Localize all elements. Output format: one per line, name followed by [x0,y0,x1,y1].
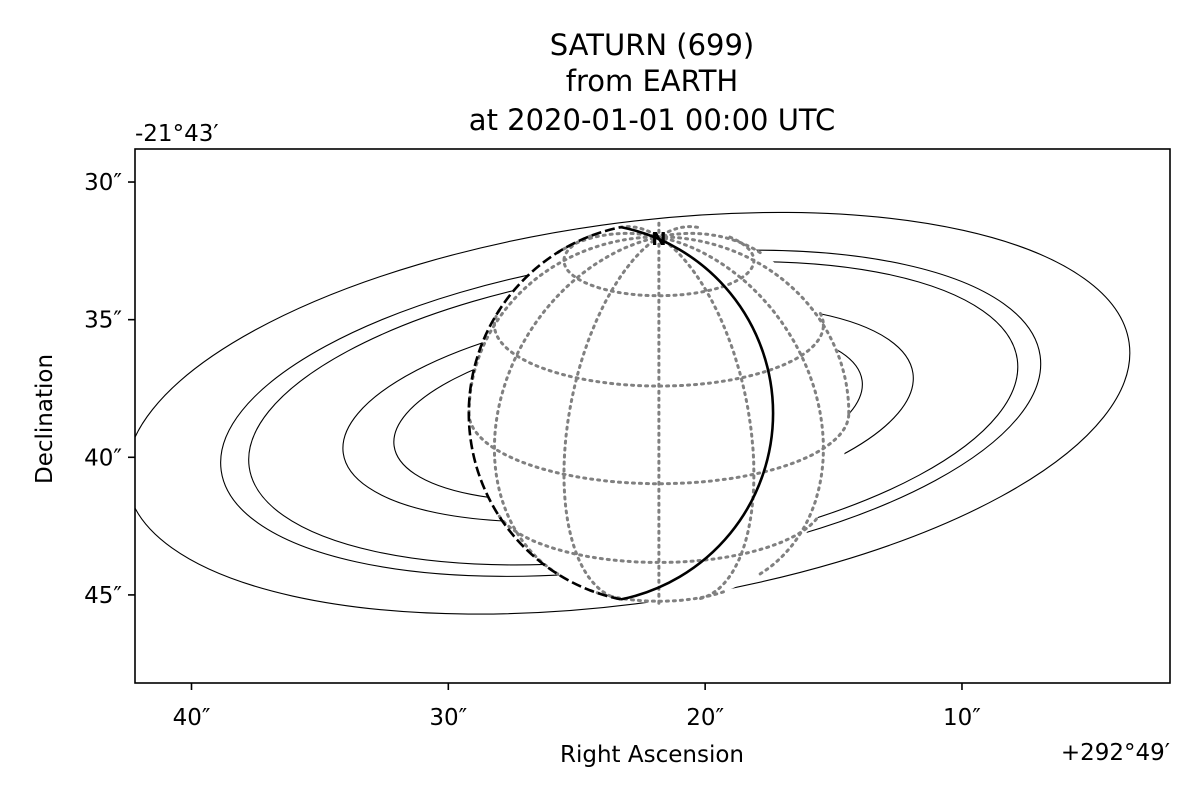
axes-frame [134,148,1171,684]
meridian-line [562,235,661,600]
y-tick-label: 45″ [84,583,122,609]
meridian-line [618,225,661,239]
meridian-line [657,235,825,576]
x-tick-label: 30″ [429,705,467,731]
north-pole-label: N [651,229,666,250]
title-line-2: from EARTH [566,64,738,98]
x-tick-label: 40″ [173,705,211,731]
chart-title: SATURN (699) from EARTH at 2020-01-01 00… [469,28,835,137]
x-axis-label: Right Ascension [560,742,744,768]
y-tick-label: 40″ [84,445,122,471]
limb-terminator [467,225,622,601]
meridian-line [492,235,661,576]
meridian-line [657,235,851,415]
meridian-line [467,235,661,415]
plot-area: N [135,211,1131,615]
x-tick-label: 10″ [943,705,981,731]
plot-content [135,211,1131,615]
axis-ticks: 40″ 30″ 20″ 10″ 30″ 35″ 40″ 45″ [84,170,981,731]
x-offset-label: +292°49′ [1061,740,1170,766]
limb-lit [620,225,775,601]
meridian-line [657,231,762,255]
planet-limb [467,225,775,601]
y-tick-label: 30″ [84,170,122,196]
meridian-line [657,225,699,239]
title-line-1: SATURN (699) [550,28,755,62]
x-tick-label: 20″ [686,705,724,731]
title-line-3: at 2020-01-01 00:00 UTC [469,103,835,137]
y-offset-label: -21°43′ [135,121,219,147]
meridian-line [657,235,756,600]
y-tick-label: 35″ [84,308,122,334]
y-axis-label: Declination [32,354,58,484]
